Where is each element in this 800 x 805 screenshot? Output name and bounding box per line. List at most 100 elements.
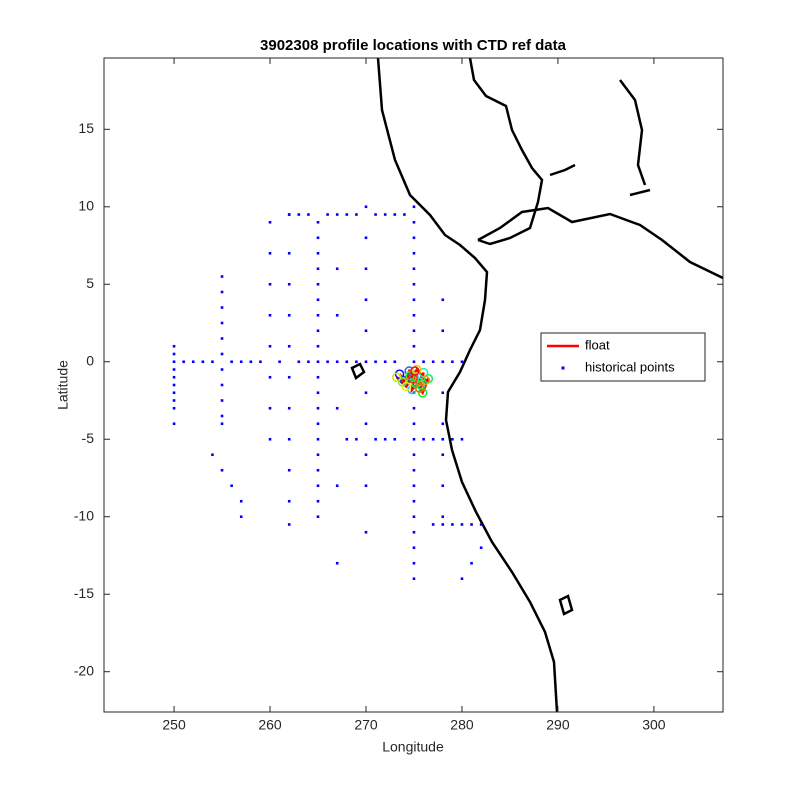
historical-point <box>316 391 320 395</box>
historical-point <box>412 406 416 410</box>
historical-point <box>316 344 320 348</box>
historical-point <box>278 360 281 364</box>
y-tick-label: 0 <box>86 352 94 368</box>
historical-point <box>460 437 464 441</box>
historical-point <box>316 220 320 224</box>
historical-point <box>355 213 358 216</box>
historical-point <box>220 383 224 387</box>
float-profile <box>410 366 420 376</box>
historical-point <box>220 337 224 340</box>
historical-point <box>460 577 464 581</box>
historical-point <box>345 437 349 441</box>
historical-point <box>403 213 406 216</box>
historical-point <box>211 360 214 364</box>
historical-point <box>364 298 368 302</box>
historical-point <box>268 437 272 441</box>
historical-point <box>335 267 339 271</box>
coast-south-america <box>477 206 723 280</box>
historical-point <box>316 298 320 302</box>
legend-label: historical points <box>585 359 675 374</box>
historical-point <box>259 360 262 364</box>
historical-point <box>441 360 445 364</box>
historical-point <box>268 220 272 224</box>
historical-point <box>479 546 483 550</box>
historical-point <box>374 360 377 364</box>
historical-point <box>287 375 291 379</box>
legend-swatch <box>561 366 565 370</box>
x-tick-label: 270 <box>354 717 378 733</box>
historical-point <box>316 515 320 519</box>
historical-point <box>287 282 291 286</box>
historical-point <box>441 523 445 526</box>
historical-point <box>335 406 339 410</box>
historical-point <box>412 220 416 224</box>
historical-point <box>364 205 368 209</box>
historical-point <box>230 484 233 488</box>
historical-point <box>287 344 291 348</box>
historical-point <box>316 282 320 286</box>
historical-point <box>345 360 349 364</box>
coast-pacific <box>376 58 559 712</box>
galapagos <box>350 362 366 380</box>
historical-point <box>316 437 320 441</box>
historical-point <box>364 329 368 333</box>
historical-point <box>335 561 339 565</box>
historical-point <box>287 437 291 441</box>
x-axis-label: Longitude <box>382 739 444 755</box>
x-tick-label: 250 <box>162 717 186 733</box>
historical-point <box>220 275 224 278</box>
historical-point <box>220 368 224 371</box>
historical-point <box>172 399 176 402</box>
historical-point <box>335 213 339 216</box>
historical-point <box>220 468 224 472</box>
historical-point <box>355 437 358 441</box>
historical-point <box>393 213 397 216</box>
float-profile <box>417 387 428 398</box>
historical-point <box>460 523 464 526</box>
historical-point <box>307 213 310 216</box>
historical-point <box>316 499 320 503</box>
historical-point <box>441 391 445 395</box>
historical-point <box>297 360 301 364</box>
historical-point <box>287 468 291 472</box>
historical-point <box>201 360 205 364</box>
float-profile <box>399 375 410 386</box>
y-tick-label: 10 <box>78 197 94 213</box>
historical-point <box>239 515 243 519</box>
legend-label: float <box>585 337 610 352</box>
historical-point <box>412 329 416 333</box>
historical-point <box>412 546 416 550</box>
historical-point <box>441 453 445 457</box>
coast-islands <box>549 79 651 197</box>
chart-title: 3902308 profile locations with CTD ref d… <box>260 37 567 54</box>
float-profile <box>414 383 425 393</box>
historical-point <box>441 437 445 441</box>
historical-point <box>412 205 416 209</box>
historical-point <box>316 468 320 472</box>
historical-point <box>172 375 176 379</box>
historical-point <box>460 360 464 364</box>
historical-point <box>441 329 445 333</box>
island <box>558 594 574 616</box>
historical-point <box>441 422 445 426</box>
historical-point <box>220 414 224 418</box>
historical-point <box>412 422 416 426</box>
float-profile <box>420 375 431 386</box>
historical-point <box>412 298 416 302</box>
x-tick-label: 300 <box>642 717 666 733</box>
historical-point <box>172 391 176 395</box>
historical-point <box>470 523 473 526</box>
historical-point <box>374 437 377 441</box>
historical-point <box>412 515 416 519</box>
historical-point <box>441 515 445 519</box>
historical-point <box>374 213 377 216</box>
coastline <box>350 58 723 712</box>
x-tick-label: 290 <box>546 717 570 733</box>
historical-point <box>393 360 397 364</box>
historical-point <box>335 313 339 317</box>
float-profile <box>401 381 412 392</box>
historical-point <box>364 422 368 426</box>
historical-point <box>239 360 243 364</box>
historical-point <box>412 484 416 488</box>
